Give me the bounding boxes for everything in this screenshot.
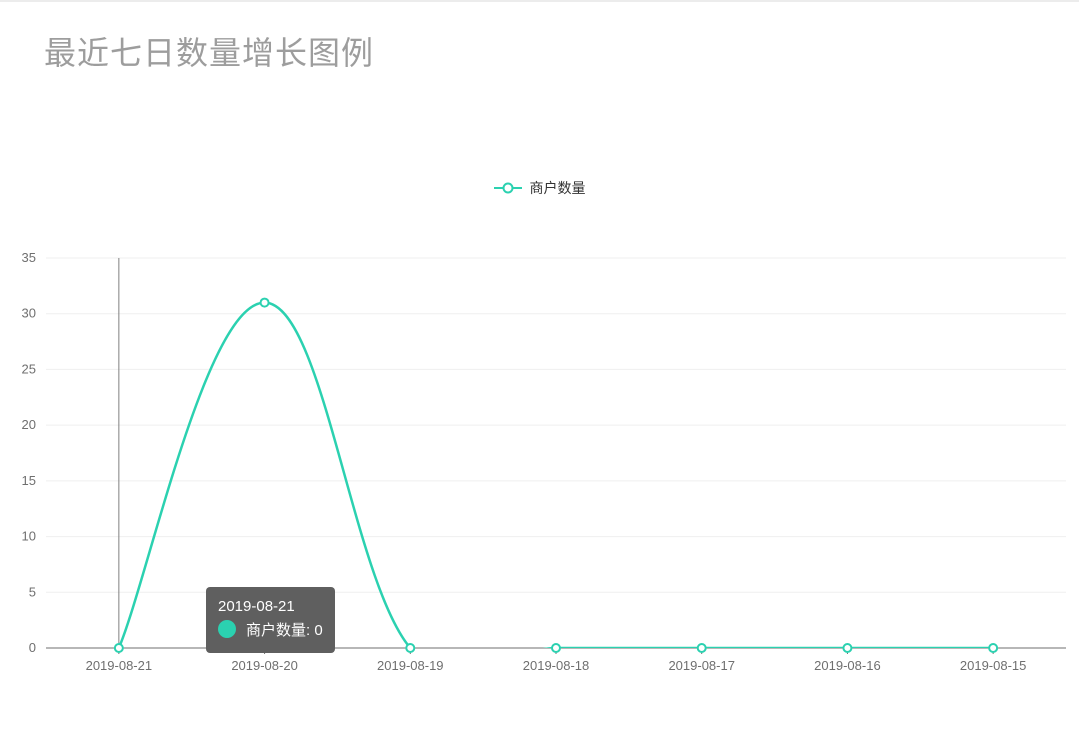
y-axis-tick-label: 20 [22, 417, 36, 432]
x-axis-tick-label: 2019-08-20 [231, 658, 298, 673]
data-point[interactable] [406, 644, 414, 652]
data-point[interactable] [698, 644, 706, 652]
y-axis-tick-label: 0 [29, 640, 36, 655]
x-axis-tick-label: 2019-08-17 [668, 658, 735, 673]
x-axis-tick-label: 2019-08-19 [377, 658, 444, 673]
data-point[interactable] [843, 644, 851, 652]
x-axis-tick-label: 2019-08-15 [960, 658, 1027, 673]
y-axis-tick-label: 15 [22, 473, 36, 488]
x-axis-tick-label: 2019-08-21 [86, 658, 153, 673]
x-axis-tick-label: 2019-08-18 [523, 658, 590, 673]
x-axis-tick-label: 2019-08-16 [814, 658, 881, 673]
data-point[interactable] [989, 644, 997, 652]
chart-container: 商户数量 051015202530352019-08-212019-08-202… [0, 100, 1079, 744]
page-title: 最近七日数量增长图例 [44, 28, 1079, 74]
data-point[interactable] [261, 299, 269, 307]
data-point[interactable] [552, 644, 560, 652]
y-axis-tick-label: 10 [22, 529, 36, 544]
y-axis-tick-label: 30 [22, 306, 36, 321]
series-line-merchant-count[interactable] [119, 303, 993, 679]
data-point[interactable] [115, 644, 123, 652]
header: 最近七日数量增长图例 [0, 0, 1079, 74]
y-axis-tick-label: 35 [22, 250, 36, 265]
line-chart[interactable]: 0 5 10 15 20 25 30 35 2019-08-21 2019-08-20 2019-0… [0, 100, 1079, 744]
y-axis-tick-label: 25 [22, 361, 36, 376]
y-axis-tick-label: 5 [29, 584, 36, 599]
